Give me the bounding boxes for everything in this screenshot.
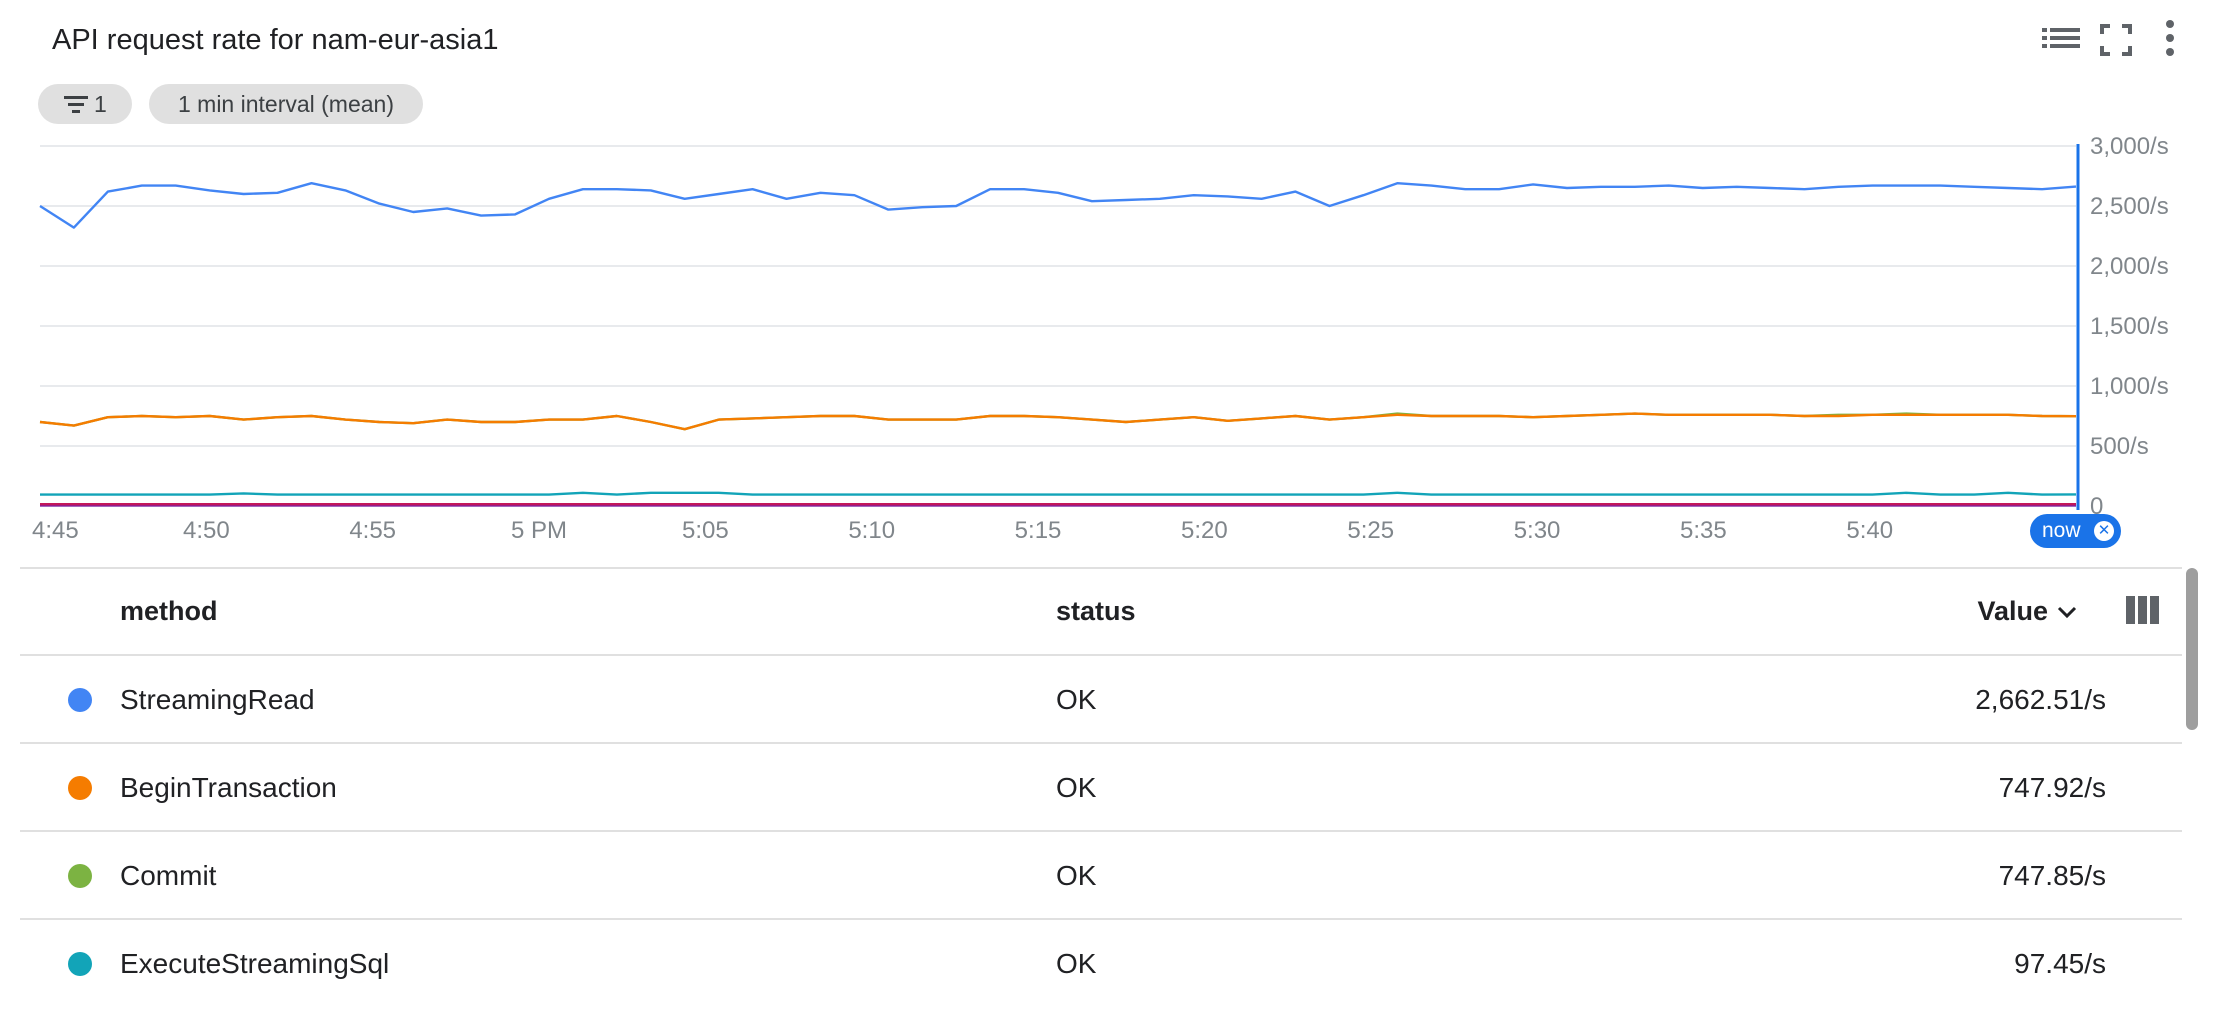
row-value: 97.45/s bbox=[2014, 948, 2106, 979]
row-method: BeginTransaction bbox=[120, 772, 337, 803]
column-header-method[interactable]: method bbox=[120, 596, 218, 626]
row-method: Commit bbox=[120, 860, 217, 891]
series-line[interactable] bbox=[39, 182, 2077, 229]
row-status: OK bbox=[1056, 772, 1097, 803]
y-tick-label: 1,500/s bbox=[2090, 313, 2169, 340]
table-row[interactable]: Commit OK 747.85/s bbox=[20, 832, 2182, 920]
x-tick-label: 5:25 bbox=[1347, 517, 1394, 544]
legend-list-icon[interactable] bbox=[2040, 18, 2084, 62]
series-color-dot bbox=[68, 688, 92, 712]
x-tick-label: 5:15 bbox=[1015, 517, 1062, 544]
x-tick-label: 5:05 bbox=[682, 517, 729, 544]
table-row[interactable]: StreamingRead OK 2,662.51/s bbox=[20, 656, 2182, 744]
fullscreen-icon[interactable] bbox=[2094, 18, 2138, 62]
x-tick-label: 5:10 bbox=[848, 517, 895, 544]
row-method: StreamingRead bbox=[120, 684, 315, 715]
row-value: 747.92/s bbox=[1998, 772, 2106, 803]
chart-grid bbox=[40, 145, 2076, 507]
y-tick-label: 0 bbox=[2090, 493, 2103, 520]
series-color-dot bbox=[68, 864, 92, 888]
x-tick-label: 5 PM bbox=[511, 517, 567, 544]
column-header-value-label: Value bbox=[1977, 596, 2048, 626]
row-status: OK bbox=[1056, 860, 1097, 891]
row-method: ExecuteStreamingSql bbox=[120, 948, 390, 979]
now-marker-chip[interactable]: now ✕ bbox=[2030, 514, 2121, 548]
x-tick-label: 5:35 bbox=[1680, 517, 1727, 544]
x-tick-label: 4:45 bbox=[32, 517, 79, 544]
column-picker-icon[interactable] bbox=[2126, 596, 2160, 629]
table-header: method status Value bbox=[20, 568, 2182, 656]
x-tick-label: 4:55 bbox=[349, 517, 396, 544]
more-vert-icon[interactable] bbox=[2148, 18, 2192, 62]
filter-count: 1 bbox=[94, 90, 107, 117]
now-label: now bbox=[2042, 519, 2081, 542]
column-header-value[interactable]: Value bbox=[1977, 596, 2078, 627]
row-value: 2,662.51/s bbox=[1975, 684, 2106, 715]
series-color-dot bbox=[68, 776, 92, 800]
row-status: OK bbox=[1056, 684, 1097, 715]
series-line[interactable] bbox=[39, 412, 2077, 431]
y-axis-labels: 0 500/s 1,000/s 1,500/s 2,000/s 2,500/s 3,000/… bbox=[2090, 133, 2169, 520]
x-tick-label: 4:50 bbox=[183, 517, 230, 544]
close-icon[interactable]: ✕ bbox=[2094, 521, 2114, 541]
x-tick-label: 5:30 bbox=[1514, 517, 1561, 544]
series-line[interactable] bbox=[40, 491, 2077, 496]
row-status: OK bbox=[1056, 948, 1097, 979]
x-axis-labels: 4:45 4:50 4:55 5 PM 5:05 5:10 5:15 5:20 5:25 5:30… bbox=[32, 517, 1893, 544]
chart-series bbox=[39, 182, 2077, 507]
y-tick-label: 2,500/s bbox=[2090, 193, 2169, 220]
chart-title: API request rate for nam-eur-asia1 bbox=[52, 24, 499, 56]
series-color-dot bbox=[68, 952, 92, 976]
x-tick-label: 5:40 bbox=[1846, 517, 1893, 544]
table-scrollbar[interactable] bbox=[2186, 568, 2198, 730]
divider bbox=[20, 567, 2182, 569]
filter-icon bbox=[64, 96, 88, 113]
filter-chip[interactable]: 1 bbox=[38, 84, 132, 124]
y-tick-label: 3,000/s bbox=[2090, 133, 2169, 160]
row-value: 747.85/s bbox=[1998, 860, 2106, 891]
x-tick-label: 5:20 bbox=[1181, 517, 1228, 544]
table-row[interactable]: ExecuteStreamingSql OK 97.45/s bbox=[20, 920, 2182, 1006]
chevron-down-icon bbox=[2057, 606, 2077, 618]
y-tick-label: 1,000/s bbox=[2090, 373, 2169, 400]
table-row[interactable]: BeginTransaction OK 747.92/s bbox=[20, 744, 2182, 832]
y-tick-label: 500/s bbox=[2090, 433, 2149, 460]
column-header-status[interactable]: status bbox=[1056, 596, 1136, 626]
interval-chip[interactable]: 1 min interval (mean) bbox=[149, 84, 423, 124]
y-tick-label: 2,000/s bbox=[2090, 253, 2169, 280]
line-chart: 0 500/s 1,000/s 1,500/s 2,000/s 2,500/s 3,000/… bbox=[32, 133, 2169, 544]
